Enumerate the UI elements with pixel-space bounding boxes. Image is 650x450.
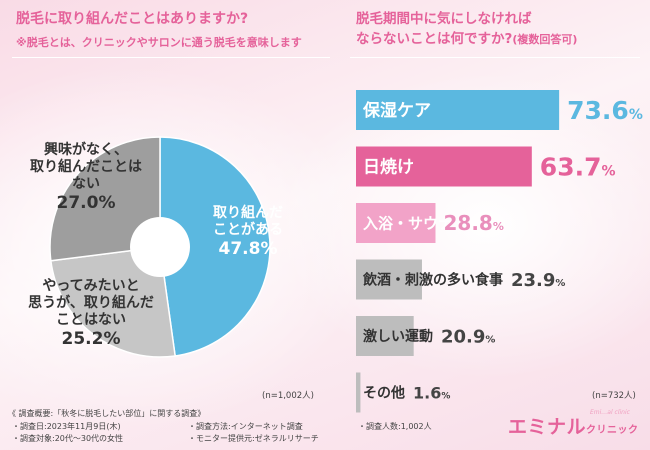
right-chart-title-line1: 脱毛期間中に気にしなければ	[356, 11, 532, 27]
bar-label-3: 飲酒・刺激の多い食事	[362, 272, 503, 289]
bar-label-4: 激しい運動	[363, 328, 433, 345]
footer-survey-date: ・調査日:2023年11月9日(木)	[12, 422, 121, 431]
right-chart-title-line2: ならないことは何ですか?(複数回答可)	[356, 31, 577, 48]
slice-label-would-like-line3: ことはない	[56, 312, 126, 329]
brand-name: エミナル	[508, 416, 587, 438]
slice-value-have-done: 47.8%	[218, 239, 278, 260]
slice-label-have-done-line1: 取り組んだ	[213, 205, 283, 221]
slice-label-no-interest-line3: ない	[72, 176, 100, 193]
bar-value-2: 28.8%	[443, 211, 503, 235]
slice-label-no-interest-line2: 取り組んだことは	[30, 159, 142, 176]
brand-logo: エミナルクリニック	[508, 412, 639, 439]
left-sample-size: (n=1,002人)	[262, 391, 314, 401]
bar-1	[356, 146, 532, 187]
bar-label-2: 入浴・サウナ	[363, 214, 453, 232]
brand-sub: クリニック	[586, 425, 639, 436]
right-chart-title-line2-text: ならないことは何ですか?	[356, 31, 513, 47]
footer-survey-overview: 《 調査概要:「秋冬に脱毛したい部位」に関する調査》	[8, 409, 206, 418]
footer-monitor-provider: ・モニター提供元:ゼネラルリサーチ	[188, 434, 319, 443]
footer-survey-target: ・調査対象:20代〜30代の女性	[12, 434, 124, 443]
bar-value-0: 73.6%	[567, 96, 643, 125]
slice-label-would-like-line1: やってみたいと	[42, 278, 140, 294]
right-title-divider	[350, 57, 640, 58]
slice-label-have-done-line2: ことがある	[213, 222, 283, 239]
slice-value-would-like: 25.2%	[61, 329, 121, 350]
pie-slice-no-interest	[49, 136, 161, 262]
slice-label-no-interest-line1: 興味がなく、	[44, 142, 128, 158]
right-chart-title-note: (複数回答可)	[512, 33, 578, 46]
slice-value-no-interest: 27.0%	[56, 193, 116, 214]
footer-survey-method: ・調査方法:インターネット調査	[188, 422, 303, 431]
slice-label-no-interest: 興味がなく、 取り組んだことは ない 27.0%	[16, 142, 156, 214]
slice-label-would-like: やってみたいと 思うが、取り組んだ ことはない 25.2%	[16, 278, 166, 350]
bar-value-4: 20.9%	[441, 326, 495, 347]
bar-label-1: 日焼け	[363, 157, 414, 178]
left-chart-title: 脱毛に取り組んだことはありますか?	[16, 11, 249, 27]
bar-5	[356, 372, 361, 413]
left-title-divider	[12, 57, 330, 58]
bar-value-5: 1.6%	[413, 383, 450, 402]
bar-4	[356, 316, 414, 356]
bar-0	[356, 90, 560, 130]
bar-label-0: 保湿ケア	[362, 100, 431, 121]
bar-value-3: 23.9%	[511, 270, 565, 291]
donut-hole	[130, 217, 190, 277]
pie-slice-have-done	[159, 136, 271, 357]
bar-value-1: 63.7%	[540, 153, 616, 182]
slice-label-have-done: 取り組んだ ことがある 47.8%	[196, 205, 300, 260]
right-sample-size: (n=732人)	[592, 391, 636, 401]
bar-2	[356, 203, 436, 243]
bar-label-5: その他	[363, 385, 405, 402]
bar-3	[356, 259, 422, 300]
footer-survey-count: ・調査人数:1,002人	[358, 422, 432, 431]
slice-label-would-like-line2: 思うが、取り組んだ	[28, 295, 154, 312]
pie-slice-would-like	[50, 246, 177, 358]
left-chart-subtitle: ※脱毛とは、クリニックやサロンに通う脱毛を意味します	[16, 36, 302, 49]
brand-small-logo-text: Emi…al clinic	[590, 409, 630, 416]
